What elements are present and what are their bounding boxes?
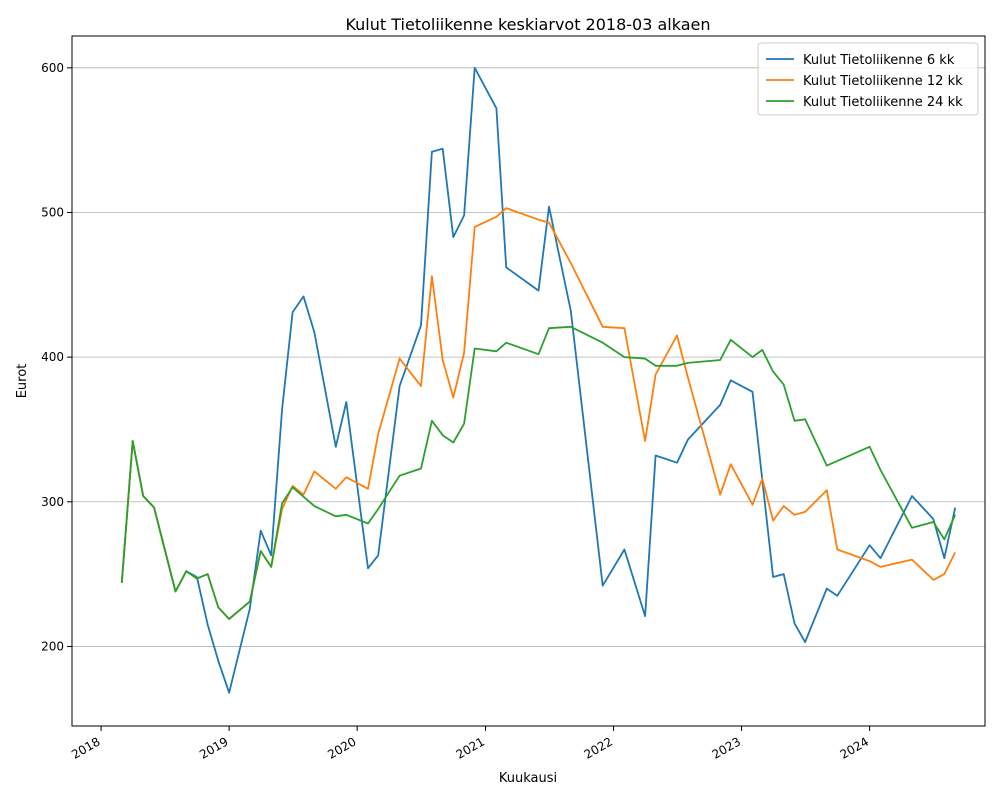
plot-frame	[71, 35, 986, 727]
y-tick-label: 500	[41, 205, 64, 219]
y-axis-ticks: 200 300 400 500 600	[41, 61, 72, 653]
y-tick-label: 200	[41, 639, 64, 653]
y-tick-label: 300	[41, 495, 64, 509]
legend-label-2: Kulut Tietoliikenne 12 kk	[803, 74, 963, 89]
chart-title: Kulut Tietoliikenne keskiarvot 2018-03 a…	[345, 15, 710, 34]
series-line-3	[120, 325, 957, 620]
gridlines	[72, 67, 985, 647]
legend-label-3: Kulut Tietoliikenne 24 kk	[803, 95, 963, 110]
legend-label-1: Kulut Tietoliikenne 6 kk	[803, 53, 955, 68]
series-lines	[120, 66, 957, 694]
legend: Kulut Tietoliikenne 6 kk Kulut Tietoliike…	[757, 42, 979, 116]
series-line-1	[120, 66, 957, 694]
legend-box	[757, 42, 979, 116]
y-tick-label: 400	[41, 350, 64, 364]
y-tick-label: 600	[41, 61, 64, 75]
x-axis-label: Kuukausi	[499, 771, 557, 786]
y-axis-label: Eurot	[15, 364, 30, 399]
